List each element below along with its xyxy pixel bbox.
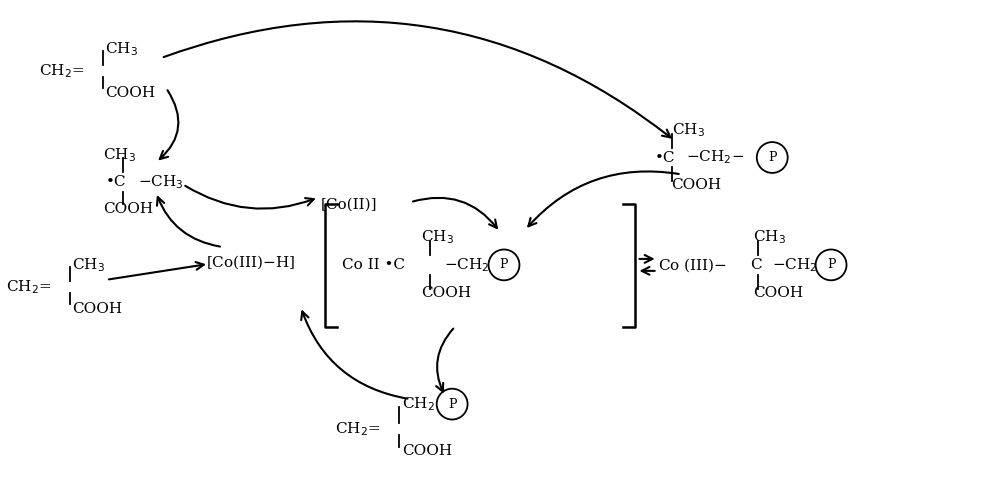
Text: P: P: [827, 258, 835, 272]
Text: COOH: COOH: [72, 302, 122, 316]
Text: CH$_3$: CH$_3$: [672, 121, 705, 139]
Text: CH$_3$: CH$_3$: [105, 40, 138, 58]
Text: C: C: [750, 258, 762, 272]
Text: COOH: COOH: [421, 286, 471, 300]
Text: CH$_2$=: CH$_2$=: [335, 420, 381, 438]
Text: P: P: [448, 398, 456, 411]
Text: P: P: [768, 151, 776, 164]
Text: COOH: COOH: [105, 86, 155, 100]
Text: Co (III)$-$: Co (III)$-$: [658, 256, 726, 274]
Text: [Co(III)$-$H]: [Co(III)$-$H]: [206, 253, 295, 271]
Text: CH$_2$=: CH$_2$=: [39, 62, 85, 80]
Text: •C: •C: [106, 175, 127, 189]
Text: CH$_2$=: CH$_2$=: [6, 278, 52, 296]
Text: CH$_3$: CH$_3$: [753, 228, 786, 246]
Text: P: P: [500, 258, 508, 272]
Text: [Co(II)]: [Co(II)]: [321, 197, 377, 211]
Text: Co II •C: Co II •C: [342, 258, 405, 272]
Text: COOH: COOH: [103, 202, 153, 216]
Text: $-$CH$_2$$-$: $-$CH$_2$$-$: [686, 149, 745, 166]
Text: $-$CH$_2$: $-$CH$_2$: [772, 256, 818, 274]
Text: $-$CH$_3$: $-$CH$_3$: [138, 174, 184, 191]
Text: COOH: COOH: [672, 178, 722, 192]
Text: CH$_3$: CH$_3$: [103, 147, 136, 164]
Text: •C: •C: [655, 151, 675, 164]
Text: CH$_2$: CH$_2$: [402, 395, 435, 413]
Text: $-$CH$_2$: $-$CH$_2$: [444, 256, 490, 274]
Text: COOH: COOH: [753, 286, 803, 300]
Text: CH$_3$: CH$_3$: [72, 256, 105, 274]
Text: CH$_3$: CH$_3$: [421, 228, 454, 246]
Text: COOH: COOH: [402, 444, 452, 458]
